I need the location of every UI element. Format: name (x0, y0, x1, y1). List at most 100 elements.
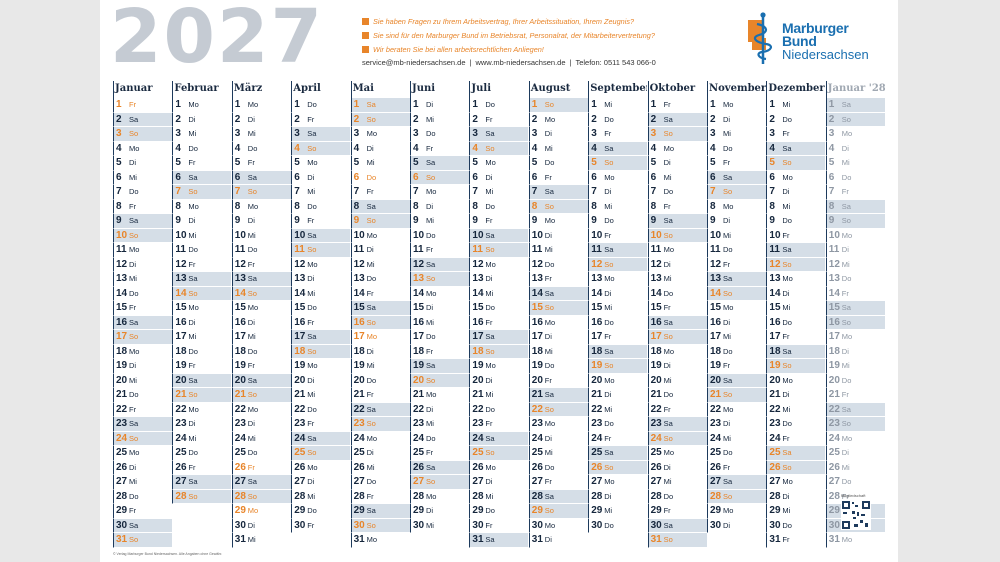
day-cell[interactable]: 15 Sa (825, 301, 885, 316)
day-cell[interactable]: 13 Sa (707, 272, 766, 287)
day-cell[interactable]: 24 Di (528, 431, 588, 446)
day-cell[interactable]: 8 Fr (113, 199, 172, 214)
day-cell[interactable]: 22 Mi (766, 402, 826, 417)
day-cell[interactable]: 19 Mi (825, 359, 885, 374)
day-cell[interactable]: 5 Fr (172, 156, 232, 171)
day-cell[interactable]: 22 Do (291, 402, 351, 417)
day-cell[interactable]: 14 So (172, 286, 232, 301)
day-cell[interactable]: 13 Mi (113, 272, 172, 287)
day-cell[interactable]: 14 Di (766, 286, 826, 301)
day-cell[interactable]: 21 Fr (350, 388, 410, 403)
day-cell[interactable]: 26 Fr (707, 460, 766, 475)
day-cell[interactable]: 9 Fr (291, 214, 351, 229)
day-cell[interactable]: 24 Fr (766, 431, 826, 446)
day-cell[interactable]: 30 Fr (291, 518, 351, 533)
day-cell[interactable]: 10 Di (528, 228, 588, 243)
day-cell[interactable]: 19 Do (528, 359, 588, 374)
day-cell[interactable]: 22 Sa (825, 402, 885, 417)
day-cell[interactable]: 24 Mi (707, 431, 766, 446)
day-cell[interactable]: 28 Mo (410, 489, 469, 504)
day-cell[interactable]: 3 Mi (231, 127, 291, 142)
day-cell[interactable]: 2 Fr (291, 112, 351, 127)
day-cell[interactable]: 10 Fr (766, 228, 826, 243)
day-cell[interactable]: 26 Fr (231, 460, 291, 475)
day-cell[interactable]: 19 Di (113, 359, 172, 374)
day-cell[interactable]: 12 Fr (707, 257, 766, 272)
day-cell[interactable]: 10 Mo (825, 228, 885, 243)
day-cell[interactable]: 28 So (172, 489, 232, 504)
day-cell[interactable]: 29 Mo (707, 504, 766, 519)
day-cell[interactable]: 7 Di (588, 185, 648, 200)
day-cell[interactable]: 31 Mo (825, 533, 885, 548)
day-cell[interactable]: 26 So (766, 460, 826, 475)
day-cell[interactable]: 11 Sa (588, 243, 648, 258)
day-cell[interactable]: 8 Mi (588, 199, 648, 214)
day-cell[interactable]: 30 Do (588, 518, 648, 533)
day-cell[interactable]: 27 Sa (707, 475, 766, 490)
day-cell[interactable]: 19 Sa (410, 359, 469, 374)
day-cell[interactable]: 7 Do (647, 185, 707, 200)
day-cell[interactable]: 11 Mi (528, 243, 588, 258)
day-cell[interactable]: 25 Do (172, 446, 232, 461)
day-cell[interactable]: 29 Do (469, 504, 529, 519)
day-cell[interactable]: 14 Mi (291, 286, 351, 301)
day-cell[interactable]: 26 Di (647, 460, 707, 475)
day-cell[interactable]: 8 Mo (707, 199, 766, 214)
day-cell[interactable]: 1 Mo (707, 98, 766, 113)
day-cell[interactable]: 31 So (113, 533, 172, 548)
day-cell[interactable]: 25 Di (825, 446, 885, 461)
day-cell[interactable]: 18 Di (825, 344, 885, 359)
day-cell[interactable]: 12 Mi (350, 257, 410, 272)
day-cell[interactable]: 26 Do (528, 460, 588, 475)
day-cell[interactable]: 7 Mi (469, 185, 529, 200)
day-cell[interactable]: 6 So (410, 170, 469, 185)
day-cell[interactable]: 13 So (410, 272, 469, 287)
day-cell[interactable]: 31 Mi (231, 533, 291, 548)
day-cell[interactable]: 11 Fr (410, 243, 469, 258)
day-cell[interactable]: 16 Di (172, 315, 232, 330)
day-cell[interactable]: 18 Sa (588, 344, 648, 359)
day-cell[interactable]: 7 So (231, 185, 291, 200)
day-cell[interactable]: 5 Mi (350, 156, 410, 171)
day-cell[interactable]: 22 Sa (350, 402, 410, 417)
day-cell[interactable]: 6 Di (291, 170, 351, 185)
day-cell[interactable]: 1 Di (410, 98, 469, 113)
day-cell[interactable]: 21 So (172, 388, 232, 403)
day-cell[interactable]: 30 Do (766, 518, 826, 533)
day-cell[interactable]: 1 Fr (113, 98, 172, 113)
day-cell[interactable]: 24 Mi (231, 431, 291, 446)
day-cell[interactable]: 14 So (231, 286, 291, 301)
day-cell[interactable]: 23 Sa (647, 417, 707, 432)
day-cell[interactable]: 31 Mo (350, 533, 410, 548)
day-cell[interactable]: 16 Do (588, 315, 648, 330)
day-cell[interactable]: 13 Mo (766, 272, 826, 287)
day-cell[interactable]: 4 Di (825, 141, 885, 156)
day-cell[interactable]: 21 So (231, 388, 291, 403)
day-cell[interactable]: 25 Sa (588, 446, 648, 461)
day-cell[interactable]: 24 So (647, 431, 707, 446)
day-cell[interactable]: 23 Di (231, 417, 291, 432)
day-cell[interactable]: 7 Do (113, 185, 172, 200)
day-cell[interactable]: 9 Di (707, 214, 766, 229)
day-cell[interactable]: 22 Fr (647, 402, 707, 417)
day-cell[interactable]: 21 Di (766, 388, 826, 403)
day-cell[interactable]: 24 Mo (350, 431, 410, 446)
day-cell[interactable]: 6 Mo (588, 170, 648, 185)
day-cell[interactable]: 1 Mi (588, 98, 648, 113)
day-cell[interactable]: 23 Di (172, 417, 232, 432)
day-cell[interactable]: 3 Mo (350, 127, 410, 142)
day-cell[interactable]: 11 So (469, 243, 529, 258)
day-cell[interactable]: 15 So (528, 301, 588, 316)
day-cell[interactable]: 10 So (647, 228, 707, 243)
day-cell[interactable]: 30 Di (707, 518, 766, 533)
day-cell[interactable]: 20 Sa (172, 373, 232, 388)
day-cell[interactable]: 8 Mo (231, 199, 291, 214)
day-cell[interactable]: 4 Fr (410, 141, 469, 156)
day-cell[interactable]: 27 Mo (766, 475, 826, 490)
day-cell[interactable]: 12 Di (647, 257, 707, 272)
day-cell[interactable]: 19 Mo (291, 359, 351, 374)
day-cell[interactable]: 10 Mi (172, 228, 232, 243)
day-cell[interactable]: 6 Mi (113, 170, 172, 185)
qr-code-icon[interactable] (841, 500, 871, 530)
day-cell[interactable]: 18 Sa (766, 344, 826, 359)
